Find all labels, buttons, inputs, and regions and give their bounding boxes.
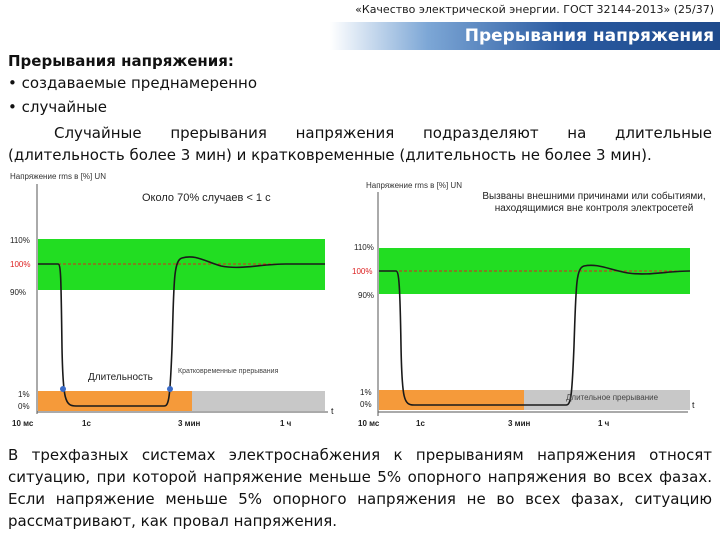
chart1-xtick-3min: 3 мин bbox=[178, 419, 201, 428]
chart2-orange-band bbox=[379, 390, 524, 410]
chart1-duration-box bbox=[84, 368, 164, 384]
chart2-ytick-0: 0% bbox=[360, 400, 372, 409]
chart2-long-label: Длительное прерывание bbox=[566, 393, 659, 402]
paragraph-three-phase: В трехфазных системах электроснабжения к… bbox=[8, 446, 712, 530]
chart1-duration-label: Длительность bbox=[88, 372, 153, 383]
chart2-xtick-10ms: 10 мс bbox=[358, 419, 380, 428]
top-caption-bar: «Качество электрической энергии. ГОСТ 32… bbox=[0, 0, 720, 20]
chart2-annotation-box bbox=[468, 190, 708, 240]
slide-title: Прерывания напряжения bbox=[464, 26, 714, 46]
chart1-x-label: t bbox=[331, 406, 334, 416]
chart1-ytick-110: 110% bbox=[10, 236, 30, 245]
chart2-ylabel: Напряжение rms в [%] UN bbox=[366, 181, 462, 190]
section-heading: Прерывания напряжения: bbox=[8, 52, 234, 70]
chart1-voltage-curve bbox=[38, 256, 325, 407]
chart2-xtick-3min: 3 мин bbox=[508, 419, 531, 428]
chart2-ytick-90: 90% bbox=[358, 291, 374, 300]
chart1-ylabel: Напряжение rms в [%] UN bbox=[10, 172, 106, 181]
chart1-ytick-1: 1% bbox=[18, 390, 30, 399]
bullet-random: • случайные bbox=[8, 98, 108, 116]
chart2-ytick-1: 1% bbox=[360, 388, 372, 397]
chart2-annotation: Вызваны внешними причинами или событиями… bbox=[482, 191, 706, 214]
chart2-xtick-1h: 1 ч bbox=[598, 419, 610, 428]
chart2-xtick-1s: 1с bbox=[416, 419, 425, 428]
title-bar: Прерывания напряжения bbox=[330, 22, 720, 50]
chart1-ytick-90: 90% bbox=[10, 288, 26, 297]
chart-long-interruption: Напряжение rms в [%] UN Вызваны внешними… bbox=[348, 176, 714, 432]
chart1-xtick-10ms: 10 мс bbox=[12, 419, 34, 428]
chart1-start-marker bbox=[60, 386, 66, 392]
chart-long-interruption-svg: Напряжение rms в [%] UN Вызваны внешними… bbox=[352, 181, 708, 428]
paragraph-random-interruptions: Случайные прерывания напряжения подразде… bbox=[8, 124, 712, 164]
chart1-gray-band bbox=[192, 391, 325, 411]
chart1-xtick-1s: 1с bbox=[82, 419, 91, 428]
chart-short-interruption: Напряжение rms в [%] UN Около 70% случае… bbox=[6, 168, 346, 430]
chart1-annotation: Около 70% случаев < 1 с bbox=[142, 192, 271, 204]
chart1-ytick-100: 100% bbox=[10, 260, 30, 269]
chart1-ytick-0: 0% bbox=[18, 402, 30, 411]
chart2-ytick-100: 100% bbox=[352, 267, 372, 276]
chart2-x-label: t bbox=[692, 400, 695, 410]
top-caption: «Качество электрической энергии. ГОСТ 32… bbox=[355, 3, 714, 16]
chart2-ytick-110: 110% bbox=[354, 243, 374, 252]
bullet-intentional: • создаваемые преднамеренно bbox=[8, 74, 258, 92]
chart1-short-label: Кратковременные прерывания bbox=[178, 368, 279, 375]
chart1-end-marker bbox=[167, 386, 173, 392]
chart1-annotation-box bbox=[136, 186, 316, 208]
chart1-xtick-1h: 1 ч bbox=[280, 419, 292, 428]
chart2-annotation-wrap: Вызваны внешними причинами или событиями… bbox=[482, 191, 706, 214]
chart-short-interruption-svg: Напряжение rms в [%] UN Около 70% случае… bbox=[10, 172, 334, 428]
chart2-voltage-curve bbox=[379, 264, 691, 406]
